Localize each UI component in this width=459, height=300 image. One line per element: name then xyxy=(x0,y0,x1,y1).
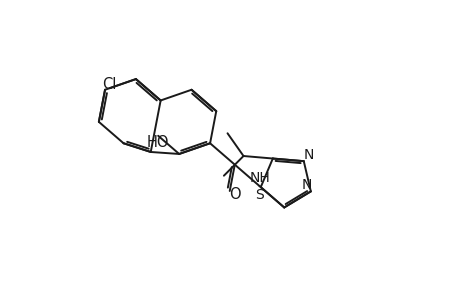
Text: NH: NH xyxy=(249,171,269,185)
Text: S: S xyxy=(255,188,263,202)
Text: N: N xyxy=(303,148,313,162)
Text: Cl: Cl xyxy=(102,77,117,92)
Text: HO: HO xyxy=(146,135,169,150)
Text: O: O xyxy=(229,188,240,202)
Text: N: N xyxy=(301,178,311,193)
